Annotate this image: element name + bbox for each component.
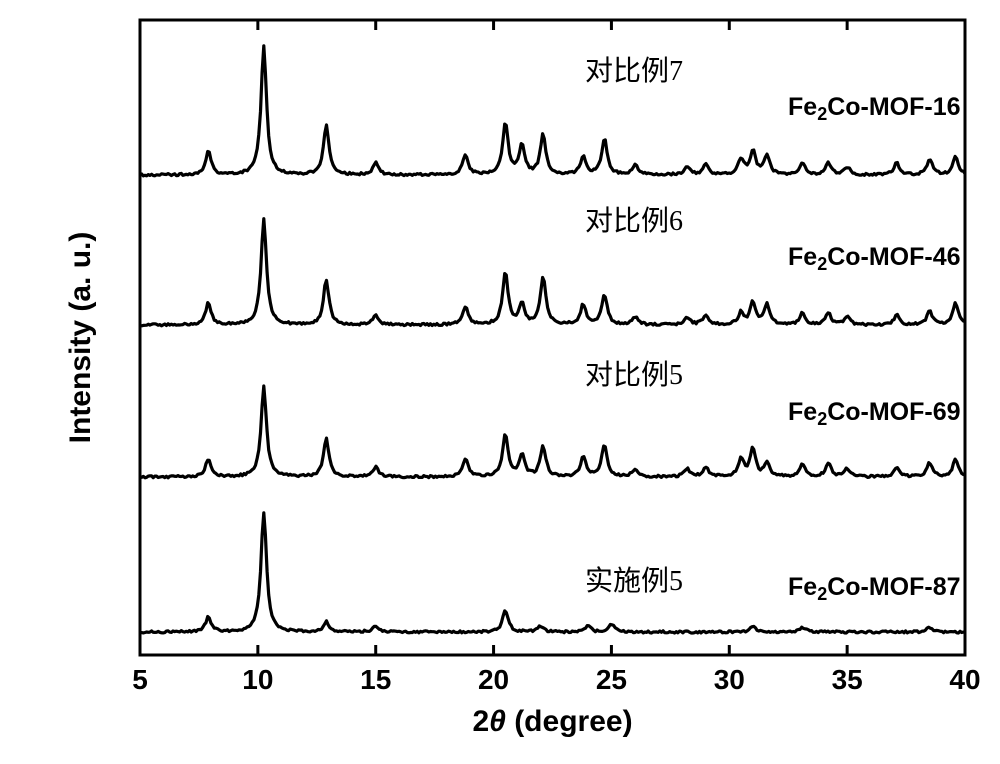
xtick-label: 35 (832, 664, 863, 695)
chart-container: 5 10 15 20 25 30 35 40 2θ (degree) Intensity (a. … (0, 0, 1000, 764)
trace-label-cn: 对比例5 (585, 359, 683, 391)
xtick-label: 25 (596, 664, 627, 695)
xtick-label: 30 (714, 664, 745, 695)
trace-label-cn: 实施例5 (585, 565, 683, 597)
trace-label-cn: 对比例7 (585, 55, 683, 87)
xtick-label: 20 (478, 664, 509, 695)
trace-label-cn: 对比例6 (585, 205, 683, 237)
trace-label-en: Fe2Co-MOF-46 (788, 243, 961, 274)
trace-label-en: Fe2Co-MOF-69 (788, 398, 961, 429)
xtick-label: 40 (949, 664, 980, 695)
xrd-trace (140, 219, 965, 326)
xtick-label: 10 (242, 664, 273, 695)
xrd-chart: 5 10 15 20 25 30 35 40 2θ (degree) Intensity (a. … (0, 0, 1000, 764)
trace-label-en: Fe2Co-MOF-16 (788, 93, 961, 124)
trace-label-en: Fe2Co-MOF-87 (788, 573, 961, 604)
y-axis-label: Intensity (a. u.) (64, 232, 97, 444)
x-axis-label: 2θ (degree) (472, 705, 632, 738)
xtick-label: 5 (132, 664, 148, 695)
xtick-label: 15 (360, 664, 391, 695)
